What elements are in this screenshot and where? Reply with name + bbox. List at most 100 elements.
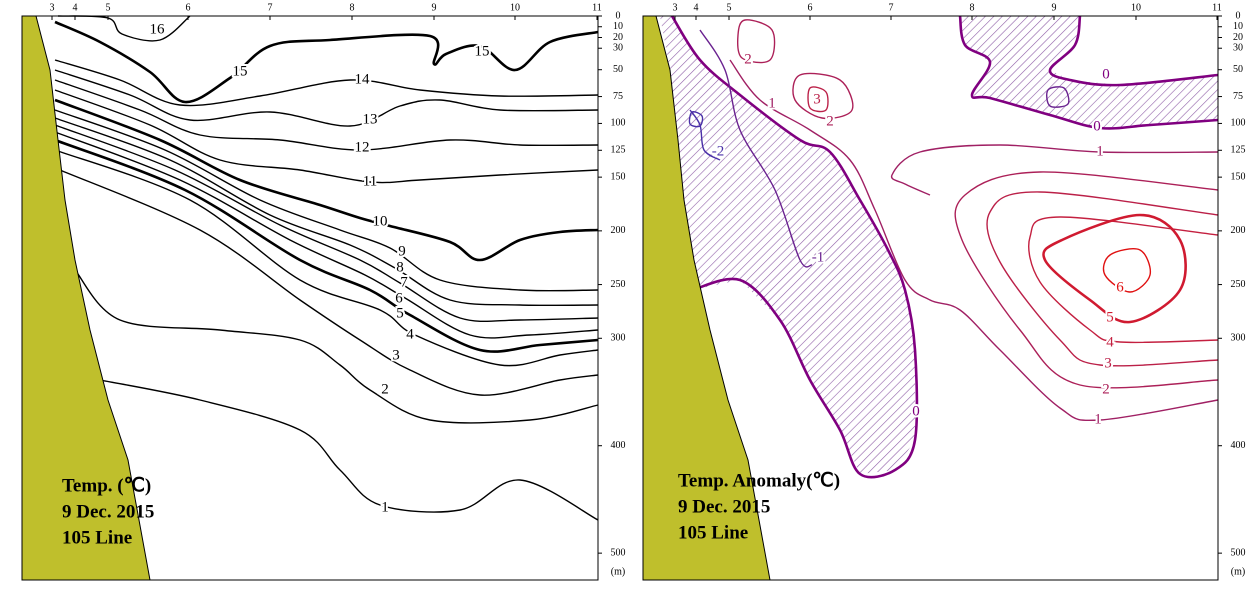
station-label: 4 <box>694 2 699 13</box>
contour-label: 0 <box>912 403 920 419</box>
y-tick-label: 400 <box>611 440 626 451</box>
contour-line <box>1042 213 1187 324</box>
y-tick-label: 200 <box>1231 225 1246 236</box>
contour-label: 11 <box>363 173 377 189</box>
y-tick-label: 100 <box>611 118 626 129</box>
contour-label: 2 <box>744 51 752 67</box>
contour-line <box>54 138 599 353</box>
contour-label: 15 <box>233 63 248 79</box>
contour-line <box>890 144 1219 196</box>
contour-label: 2 <box>381 381 389 397</box>
annotation: 105 Line <box>678 522 748 543</box>
annotation: Temp. Anomaly(℃) <box>678 470 840 491</box>
contour-line <box>986 191 1219 367</box>
contour-label: 12 <box>355 139 370 155</box>
contour-line <box>59 169 599 396</box>
station-label: 8 <box>350 2 355 13</box>
y-tick-label: 150 <box>611 171 626 182</box>
station-label: 7 <box>889 2 894 13</box>
station-label: 4 <box>73 2 78 13</box>
contour-line <box>54 69 599 127</box>
station-label: 8 <box>970 2 975 13</box>
contour-label: -2 <box>712 143 725 159</box>
plot-frame <box>21 15 599 581</box>
contour-line <box>954 171 1219 389</box>
y-tick-label: 500 <box>611 547 626 558</box>
contour-line <box>54 117 599 307</box>
y-unit: (m) <box>1231 566 1245 577</box>
contour-line <box>958 15 1219 130</box>
contour-label: 10 <box>373 213 388 229</box>
contour-label: 1 <box>1096 143 1104 159</box>
contour-label: 14 <box>355 71 371 87</box>
contour-line <box>736 19 776 64</box>
contour-label: -1 <box>812 249 825 265</box>
contour-label: 2 <box>1102 381 1110 397</box>
contour-line <box>729 59 1219 422</box>
contour-label: 3 <box>392 347 400 363</box>
contour-label: 2 <box>826 113 834 129</box>
y-tick-label: 0 <box>1236 10 1241 21</box>
y-tick-label: 20 <box>613 32 623 43</box>
annotation: 9 Dec. 2015 <box>62 501 154 522</box>
y-tick-label: 125 <box>1231 145 1246 156</box>
contour-line <box>54 131 599 339</box>
y-tick-label: 10 <box>613 21 623 32</box>
y-tick-label: 400 <box>1231 440 1246 451</box>
contour-label: 5 <box>396 305 404 321</box>
station-label: 11 <box>592 2 602 13</box>
contour-label: 4 <box>1106 334 1114 350</box>
contour-line <box>1048 15 1219 87</box>
contour-line <box>1028 216 1219 344</box>
y-tick-label: 75 <box>613 91 623 102</box>
contour-line <box>54 79 599 151</box>
y-tick-label: 300 <box>611 333 626 344</box>
contour-label: 8 <box>396 259 404 275</box>
contour-line <box>74 269 599 424</box>
y-tick-label: 500 <box>1231 547 1246 558</box>
y-tick-label: 100 <box>1231 118 1246 129</box>
y-tick-label: 30 <box>1233 43 1243 54</box>
contour-label: 0 <box>1093 118 1101 134</box>
station-label: 10 <box>510 2 520 13</box>
contour-line <box>54 89 599 184</box>
contour-line <box>54 149 599 367</box>
contour-line <box>54 98 599 262</box>
y-tick-label: 20 <box>1233 32 1243 43</box>
station-label: 7 <box>268 2 273 13</box>
station-label: 10 <box>1131 2 1141 13</box>
contour-label: 0 <box>1102 66 1110 82</box>
contour-label: 7 <box>400 274 408 290</box>
station-label: 6 <box>186 2 191 13</box>
y-tick-label: 30 <box>613 43 623 54</box>
y-tick-label: 200 <box>611 225 626 236</box>
y-tick-label: 50 <box>1233 64 1243 75</box>
station-label: 3 <box>673 2 678 13</box>
contour-label: 3 <box>813 91 821 107</box>
contour-label: 3 <box>1104 355 1112 371</box>
y-tick-label: 10 <box>1233 21 1243 32</box>
contour-label: 15 <box>475 43 490 59</box>
contour-label: 1 <box>768 95 776 111</box>
contour-label: 6 <box>1116 279 1124 295</box>
y-unit: (m) <box>611 566 625 577</box>
contour-line <box>807 86 829 113</box>
contour-line <box>1102 248 1152 293</box>
annotation: 9 Dec. 2015 <box>678 496 770 517</box>
contour-line <box>670 15 919 479</box>
y-tick-label: 0 <box>616 10 621 21</box>
y-tick-label: 125 <box>611 145 626 156</box>
contour-line <box>54 59 599 107</box>
station-label: 9 <box>1052 2 1057 13</box>
contour-label: 5 <box>1106 309 1114 325</box>
negative-region <box>660 16 915 474</box>
contour-line <box>54 20 599 104</box>
contour-label: 9 <box>398 243 406 259</box>
y-tick-label: 250 <box>611 279 626 290</box>
contour-line <box>54 109 599 292</box>
contour-line <box>99 379 599 521</box>
contour-line <box>689 109 721 161</box>
